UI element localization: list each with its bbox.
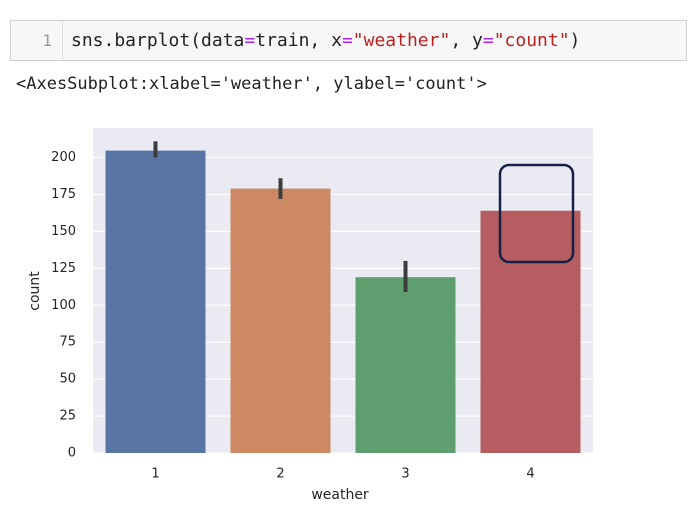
code-token: train, x [255, 30, 342, 51]
code-token: "count" [493, 30, 570, 51]
bar [355, 277, 456, 453]
bar [105, 150, 206, 453]
y-tick-label: 200 [51, 150, 76, 165]
code-token: sns.barplot(data [71, 30, 245, 51]
y-tick-label: 125 [51, 261, 76, 276]
y-tick-label: 100 [51, 298, 76, 313]
y-tick-label: 75 [59, 335, 76, 350]
y-tick-label: 50 [59, 372, 76, 387]
bar [230, 188, 331, 453]
output-text: <AxesSubplot:xlabel='weather', ylabel='c… [16, 74, 487, 94]
x-tick-label: 4 [526, 467, 534, 482]
bar [480, 210, 581, 453]
code: sns.barplot(data=train, x="weather", y="… [71, 21, 580, 60]
code-token: , y [450, 30, 483, 51]
x-tick-label: 3 [401, 467, 409, 482]
code-cell[interactable]: 1 sns.barplot(data=train, x="weather", y… [10, 20, 687, 61]
code-token: = [482, 30, 494, 51]
code-token: = [244, 30, 256, 51]
x-axis-label: weather [311, 487, 369, 503]
code-token: ) [569, 30, 581, 51]
code-token: = [341, 30, 353, 51]
y-tick-label: 25 [59, 409, 76, 424]
y-tick-label: 0 [68, 446, 76, 461]
code-token: "weather" [352, 30, 451, 51]
y-tick-label: 150 [51, 224, 76, 239]
line-number: 1 [11, 21, 63, 60]
highlight-box [498, 163, 575, 264]
y-axis-label: count [27, 271, 43, 311]
x-tick-label: 1 [151, 467, 159, 482]
y-tick-label: 175 [51, 187, 76, 202]
x-tick-label: 2 [276, 467, 284, 482]
